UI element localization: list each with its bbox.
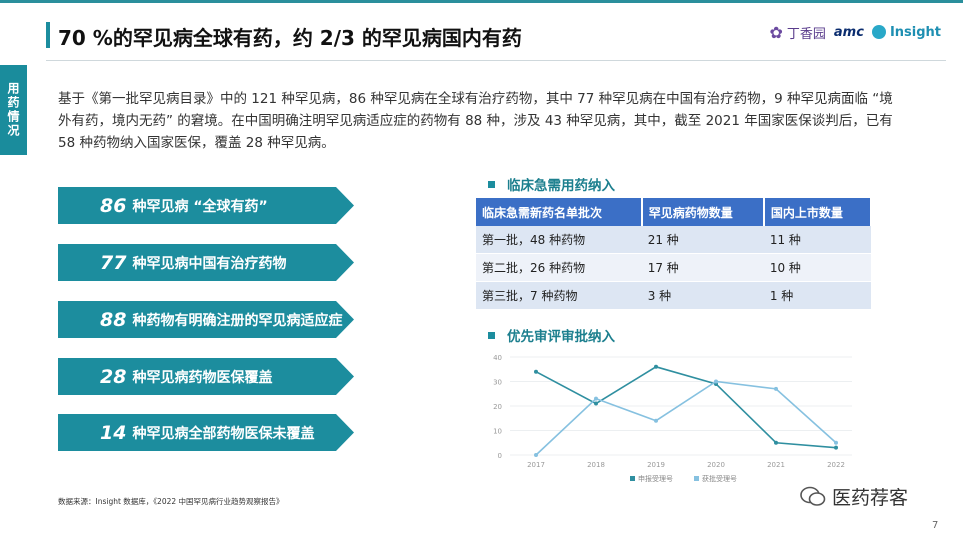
logo-group: ✿ 丁香园 amc Insight: [769, 18, 941, 46]
legend-swatch: [694, 476, 699, 481]
wechat-account-name: 医药荐客: [832, 487, 909, 509]
dingxiangyuan-logo: ✿ 丁香园: [769, 23, 825, 42]
insight-logo-text: Insight: [889, 24, 941, 40]
top-rule: [0, 0, 963, 3]
table-cell: 3 种: [641, 281, 764, 310]
amc-logo: amc: [833, 24, 864, 40]
y-tick-label: 40: [493, 354, 502, 362]
table-row: 第一批，48 种药物 21 种 11 种: [476, 226, 871, 254]
x-tick-label: 2020: [707, 461, 725, 469]
x-tick-label: 2017: [527, 461, 545, 469]
stat-label: 种罕见病全部药物医保未覆盖: [132, 425, 315, 442]
y-tick-label: 0: [498, 452, 502, 460]
wechat-icon: [800, 486, 826, 506]
header-divider: [46, 60, 946, 61]
x-tick-label: 2018: [587, 461, 605, 469]
page-title: 70 %的罕见病全球有药，约 2/3 的罕见病国内有药: [58, 26, 522, 50]
insight-logo: Insight: [871, 24, 941, 40]
table-cell: 21 种: [641, 226, 764, 254]
data-point: [534, 369, 538, 374]
series-line: [535, 365, 837, 449]
table-cell: 第一批，48 种药物: [476, 226, 642, 254]
stat-label: 种罕见病 “全球有药”: [132, 198, 268, 215]
stat-arrow-uninsured: 14 种罕见病全部药物医保未覆盖: [58, 414, 354, 451]
data-point: [834, 445, 838, 450]
side-tab-label: 用药情况: [0, 65, 27, 155]
stat-label: 种药物有明确注册的罕见病适应症: [132, 312, 343, 329]
stat-label: 种罕见病中国有治疗药物: [132, 255, 287, 272]
table-row: 第二批，26 种药物 17 种 10 种: [476, 253, 871, 282]
x-tick-label: 2019: [647, 461, 665, 469]
table-cell: 第二批，26 种药物: [476, 253, 642, 282]
dingxiangyuan-logo-text: 丁香园: [786, 26, 826, 42]
legend-swatch: [630, 476, 635, 481]
page-number: 7: [932, 520, 939, 531]
bullet-square-icon: [488, 331, 495, 339]
table-cell: 17 种: [641, 253, 764, 282]
insight-mark-icon: [871, 25, 886, 39]
stat-number: 88: [100, 308, 127, 331]
data-point: [834, 440, 838, 445]
legend-label: 获批受理号: [702, 474, 737, 483]
data-point: [774, 440, 778, 445]
priority-review-line-chart: 0 10 20 30 40 2017 2018 2019 2020 2021 2022 申报受理号 获批…: [493, 354, 852, 483]
stat-label: 种罕见病药物医保覆盖: [132, 369, 273, 386]
data-point: [654, 418, 658, 423]
table-cell: 10 种: [763, 253, 871, 282]
data-point: [654, 364, 658, 369]
flower-icon: ✿: [769, 22, 783, 42]
intro-paragraph: 基于《第一批罕见病目录》中的 121 种罕见病，86 种罕见病在全球有治疗药物，…: [58, 91, 893, 151]
table-header-cell: 国内上市数量: [763, 198, 873, 226]
stat-arrow-registered: 88 种药物有明确注册的罕见病适应症: [58, 301, 354, 338]
data-point: [774, 386, 778, 391]
data-source-note: 数据来源：Insight 数据库，《2022 中国罕见病行业趋势观察报告》: [58, 497, 284, 506]
table-cell: 11 种: [763, 226, 871, 254]
stat-arrow-insured: 28 种罕见病药物医保覆盖: [58, 358, 354, 395]
wechat-watermark: 医药荐客: [800, 483, 908, 510]
series-line: [535, 380, 837, 456]
stat-number: 77: [100, 251, 127, 274]
y-tick-label: 10: [493, 428, 502, 436]
data-point: [534, 453, 538, 457]
stat-number: 86: [100, 194, 127, 217]
table-cell: 第三批，7 种药物: [476, 281, 642, 310]
data-point: [714, 379, 718, 384]
table-header-cell: 临床急需新药名单批次: [476, 198, 643, 226]
bullet-square-icon: [488, 180, 495, 188]
stat-arrow-china: 77 种罕见病中国有治疗药物: [58, 244, 354, 281]
section-heading-text: 优先审评审批纳入: [507, 329, 615, 345]
table-row: 第三批，7 种药物 3 种 1 种: [476, 281, 871, 310]
stat-number: 14: [100, 421, 127, 444]
table-header-cell: 罕见病药物数量: [641, 198, 765, 226]
section-heading-priority: 优先审评审批纳入: [488, 325, 615, 345]
stat-number: 28: [100, 365, 127, 388]
clinical-drug-table: 临床急需新药名单批次 罕见病药物数量 国内上市数量 第一批，48 种药物 21 …: [476, 198, 873, 310]
section-heading-text: 临床急需用药纳入: [507, 178, 615, 194]
x-tick-label: 2022: [827, 461, 845, 469]
y-tick-label: 30: [493, 379, 502, 387]
x-tick-label: 2021: [767, 461, 785, 469]
title-accent-bar: [46, 22, 50, 48]
stat-arrow-global: 86 种罕见病 “全球有药”: [58, 187, 354, 224]
section-heading-clinical: 临床急需用药纳入: [488, 174, 615, 194]
y-tick-label: 20: [493, 403, 502, 411]
table-header-row: 临床急需新药名单批次 罕见病药物数量 国内上市数量: [476, 198, 873, 226]
data-point: [594, 401, 598, 406]
legend-label: 申报受理号: [638, 474, 673, 483]
table-cell: 1 种: [763, 281, 871, 310]
data-point: [594, 396, 598, 401]
